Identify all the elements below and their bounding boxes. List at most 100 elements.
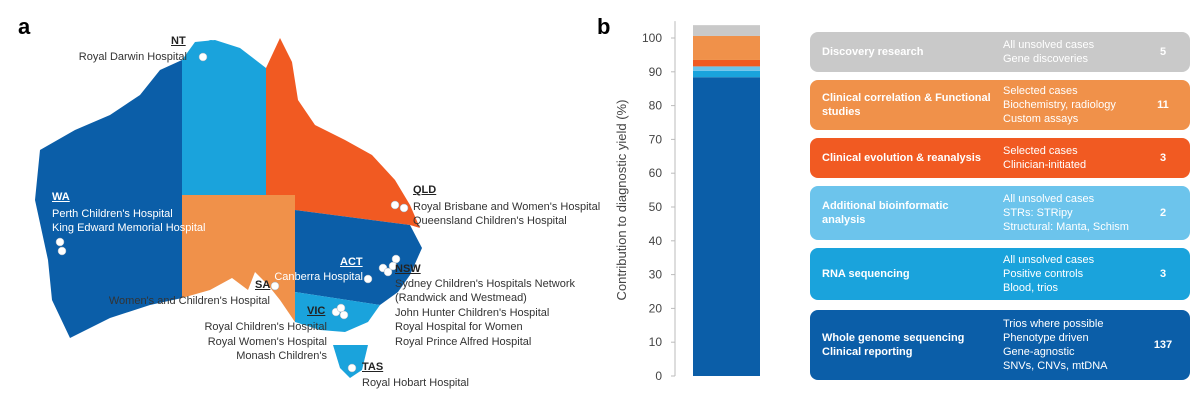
legend-details: All unsolved cases STRs: STRipy Structural…	[1003, 192, 1129, 234]
y-tick-label: 40	[649, 234, 663, 248]
legend-count: 3	[1159, 152, 1167, 164]
state-label: NSW	[395, 263, 421, 275]
state-label: NT	[171, 35, 186, 47]
state-label: SA	[255, 279, 271, 291]
hospital-name: Royal Women's Hospital	[207, 336, 327, 348]
state-qld	[266, 38, 420, 228]
detail-line: STRs: STRipy	[1003, 207, 1073, 219]
island	[207, 40, 215, 48]
legend-count: 137	[1153, 339, 1173, 351]
detail-line: Blood, trios	[1003, 282, 1059, 294]
hospital-name: Royal Hobart Hospital	[362, 377, 469, 389]
y-tick-label: 30	[649, 268, 663, 282]
panel-label: b	[597, 14, 611, 39]
hospital-name: Royal Darwin Hospital	[78, 51, 187, 63]
y-tick-label: 100	[642, 31, 662, 45]
legend-count: 2	[1159, 207, 1167, 219]
hospital-name: Royal Prince Alfred Hospital	[395, 336, 532, 348]
bar-segment	[693, 77, 760, 376]
y-tick-label: 0	[655, 369, 662, 383]
bar-segment	[693, 25, 760, 36]
state-label: WA	[52, 191, 70, 203]
legend-details: All unsolved cases Positive controls Blood…	[1003, 253, 1094, 295]
hospital-name: Women's and Children's Hospital	[108, 295, 270, 307]
detail-line: Selected cases	[1003, 145, 1078, 157]
legend-name: Clinical correlation & Functional studie…	[822, 92, 991, 118]
detail-line: All unsolved cases	[1003, 39, 1095, 51]
detail-line: Gene discoveries	[1003, 53, 1088, 65]
legend-name: RNA sequencing	[822, 268, 910, 280]
hospital-name: Queensland Children's Hospital	[413, 215, 567, 227]
y-tick-label: 90	[649, 65, 663, 79]
island	[286, 94, 292, 100]
map	[35, 38, 422, 378]
chart: 0 10 20 30 40 50 60 70 80 90 100 Contribution to di…	[614, 21, 760, 383]
hospital-name: Canberra Hospital	[274, 271, 363, 283]
hospital-name: Perth Children's Hospital	[52, 208, 173, 220]
hospital-name: King Edward Memorial Hospital	[52, 222, 206, 234]
y-tick-label: 60	[649, 166, 663, 180]
state-label: VIC	[307, 305, 326, 317]
hospital-dot	[363, 274, 373, 284]
legend-box: RNA sequencing All unsolved cases Positive…	[810, 248, 1190, 300]
hospital-name: Sydney Children's Hospitals Network (Ran…	[395, 278, 576, 304]
legend-details: Selected cases Biochemistry, radiology Cus…	[1003, 84, 1116, 126]
hospital-dot	[198, 52, 208, 62]
bar-segment	[693, 70, 760, 78]
detail-line: Positive controls	[1003, 268, 1084, 280]
legend-details: Trios where possible Phenotype driven Gene…	[1003, 317, 1108, 373]
legend-box: Additional bioinformatic analysis All uns…	[810, 186, 1190, 240]
legend-count: 3	[1159, 268, 1167, 280]
state-nsw	[295, 210, 422, 305]
legend-box: Clinical correlation & Functional studie…	[810, 80, 1190, 130]
hospital-dot	[391, 254, 401, 264]
hospital-dot	[270, 281, 280, 291]
legend-details: All unsolved cases Gene discoveries	[1003, 38, 1094, 66]
state-label: ACT	[340, 256, 363, 268]
legend-box: Discovery research All unsolved cases Gene…	[810, 32, 1190, 72]
bar-segment	[693, 59, 760, 67]
legend-name: Discovery research	[822, 46, 924, 58]
y-axis-label: Contribution to diagnostic yield (%)	[614, 100, 629, 301]
panel-label: a	[18, 14, 31, 39]
y-tick-label: 70	[649, 132, 663, 146]
state-tas	[333, 345, 368, 378]
detail-line: Gene-agnostic	[1003, 346, 1075, 358]
state-sa	[182, 195, 295, 322]
hospital-name: Royal Brisbane and Women's Hospital	[413, 201, 601, 213]
state-wa	[35, 60, 182, 338]
legend-name: Whole genome sequencing Clinical reporti…	[822, 332, 965, 358]
detail-line: Selected cases	[1003, 85, 1078, 97]
legend-count: 5	[1159, 46, 1167, 58]
legend-box: Clinical evolution & reanalysis Selected …	[810, 138, 1190, 178]
hospital-dot	[383, 267, 393, 277]
detail-line: Phenotype driven	[1003, 332, 1089, 344]
hospital-dot	[57, 246, 67, 256]
legend-box: Whole genome sequencing Clinical reporti…	[810, 310, 1190, 380]
legend-count: 11	[1157, 99, 1169, 111]
detail-line: SNVs, CNVs, mtDNA	[1003, 360, 1108, 372]
hospital-dot	[399, 203, 409, 213]
hospital-name: John Hunter Children's Hospital	[395, 307, 550, 319]
legend-name: Clinical evolution & reanalysis	[822, 152, 981, 164]
detail-line: All unsolved cases	[1003, 254, 1095, 266]
legend-name: Additional bioinformatic analysis	[822, 200, 949, 226]
y-tick-label: 50	[649, 200, 663, 214]
detail-line: All unsolved cases	[1003, 193, 1095, 205]
legend-details: Selected cases Clinician-initiated	[1003, 144, 1086, 172]
state-label: QLD	[413, 184, 437, 196]
hospital-dot	[55, 237, 65, 247]
detail-line: Trios where possible	[1003, 318, 1104, 330]
state-nt	[182, 40, 266, 195]
y-tick-label: 80	[649, 99, 663, 113]
detail-line: Biochemistry, radiology	[1003, 99, 1116, 111]
state-label: TAS	[362, 361, 384, 373]
y-tick-label: 20	[649, 301, 663, 315]
detail-line: Structural: Manta, Schism	[1003, 221, 1129, 233]
hospital-name: Royal Children's Hospital	[204, 321, 327, 333]
hospital-dot	[390, 200, 400, 210]
bar-segment	[693, 35, 760, 60]
bar-segment	[693, 66, 760, 71]
hospital-dot	[339, 310, 349, 320]
